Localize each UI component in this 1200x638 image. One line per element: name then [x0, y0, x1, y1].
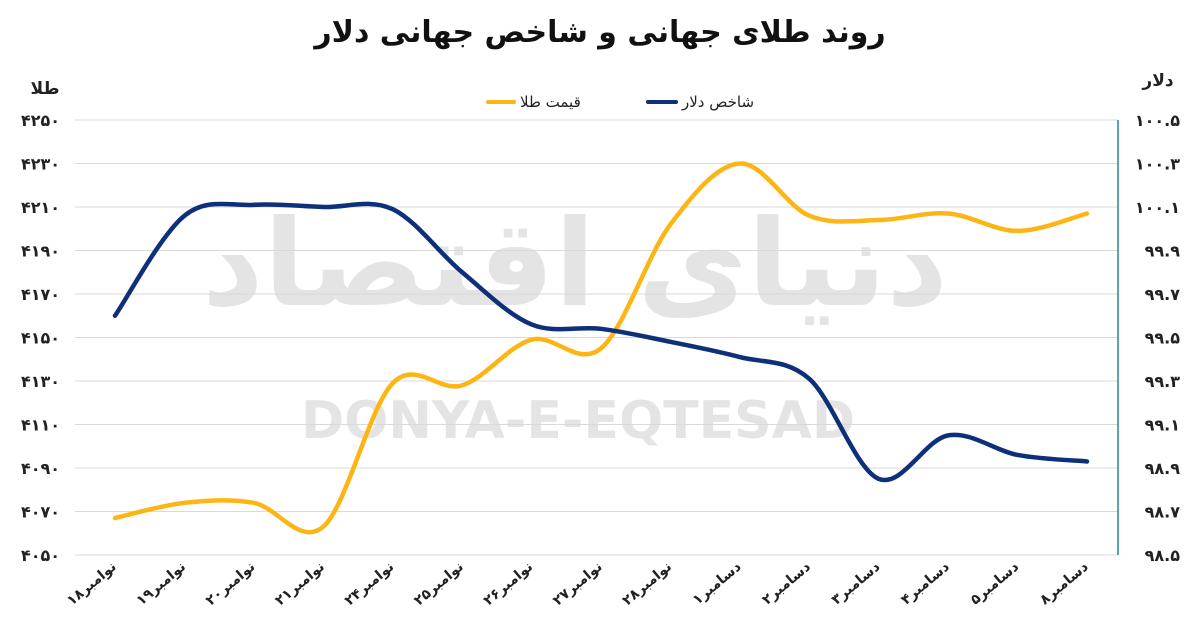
right-tick-label: ۹۹.۳ — [1145, 372, 1181, 391]
right-axis-title: دلار — [1141, 71, 1173, 91]
legend-item-dollar: شاخص دلار — [646, 93, 754, 111]
x-tick-label: ۵دسامبر — [968, 559, 1023, 608]
right-tick-label: ۹۸.۹ — [1145, 459, 1181, 478]
gridlines — [75, 119, 1118, 556]
left-tick-label: ۴۱۱۰ — [21, 416, 60, 435]
right-tick-label: ۹۸.۵ — [1145, 546, 1181, 565]
left-tick-label: ۴۰۵۰ — [21, 546, 60, 565]
legend-label-dollar: شاخص دلار — [681, 93, 754, 111]
left-tick-label: ۴۱۹۰ — [21, 242, 60, 261]
watermark: دنیای اقتصاد DONYA-E-EQTESAD — [202, 195, 948, 451]
right-tick-label: ۱۰۰.۳ — [1135, 155, 1180, 174]
x-tick-label: ۲۷نوامبر — [550, 559, 606, 609]
left-tick-label: ۴۲۵۰ — [21, 111, 60, 130]
right-tick-label: ۱۰۰.۵ — [1135, 111, 1180, 130]
left-tick-label: ۴۲۳۰ — [21, 155, 60, 174]
x-tick-label: ۲۰نوامبر — [203, 559, 259, 609]
right-tick-label: ۹۹.۷ — [1145, 285, 1181, 304]
gold-price-line — [112, 161, 1090, 535]
legend-label-gold: قیمت طلا — [520, 93, 581, 111]
left-tick-label: ۴۱۵۰ — [21, 329, 60, 348]
left-tick-label: ۴۲۱۰ — [21, 198, 60, 217]
x-tick-label: ۲۴نوامبر — [342, 559, 398, 609]
x-tick-label: ۳دسامبر — [829, 559, 884, 608]
left-tick-label: ۴۱۷۰ — [21, 285, 60, 304]
x-tick-label: ۴دسامبر — [898, 559, 953, 608]
left-tick-label: ۴۰۷۰ — [21, 503, 60, 522]
x-tick-label: ۱۸نوامبر — [64, 559, 120, 609]
x-tick-labels: ۱۸نوامبر ۱۹نوامبر ۲۰نوامبر ۲۱نوامبر ۲۴نوامبر… — [64, 559, 1092, 609]
watermark-logo: دنیای اقتصاد — [202, 195, 948, 334]
watermark-latin: DONYA-E-EQTESAD — [301, 391, 855, 451]
right-tick-label: ۱۰۰.۱ — [1135, 198, 1180, 217]
x-tick-label: ۱دسامبر — [690, 559, 745, 608]
left-tick-label: ۴۰۹۰ — [21, 459, 60, 478]
x-tick-label: ۱۹نوامبر — [133, 559, 189, 609]
series-layer — [112, 161, 1090, 535]
x-tick-label: ۲۸نوامبر — [619, 559, 675, 609]
chart-title: روند طلای جهانی و شاخص جهانی دلار — [312, 15, 885, 50]
left-tick-label: ۴۱۳۰ — [21, 372, 60, 391]
x-tick-label: ۲۵نوامبر — [411, 559, 467, 609]
legend: قیمت طلا شاخص دلار — [486, 93, 754, 111]
right-tick-label: ۹۹.۱ — [1145, 416, 1180, 435]
left-axis-title: طلا — [31, 79, 60, 99]
axes: ۴۰۵۰ ۴۰۷۰ ۴۰۹۰ ۴۱۱۰ ۴۱۳۰ ۴۱۵۰ ۴۱۷۰ ۴۱۹۰ ۴۲۱۰ ۴۲۳۰… — [21, 111, 1180, 565]
right-tick-label: ۹۹.۹ — [1145, 242, 1181, 261]
x-tick-label: ۲۱نوامبر — [272, 559, 328, 609]
x-tick-label: ۲دسامبر — [759, 559, 814, 608]
x-tick-label: ۸دسامبر — [1037, 559, 1092, 608]
right-tick-label: ۹۸.۷ — [1145, 503, 1181, 522]
legend-item-gold: قیمت طلا — [486, 93, 581, 111]
right-tick-label: ۹۹.۵ — [1145, 329, 1181, 348]
x-tick-label: ۲۶نوامبر — [481, 559, 537, 609]
